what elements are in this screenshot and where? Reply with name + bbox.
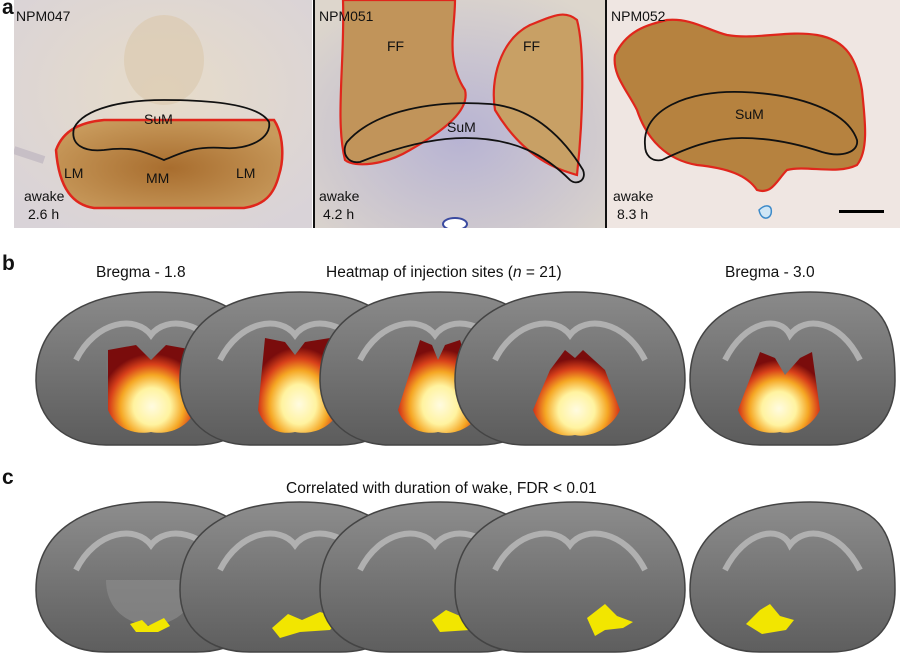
significance-blob [587,604,633,636]
histology-image-2 [315,0,605,228]
significance-blob [272,612,340,638]
time-label-line1: awake [319,188,360,204]
histology-section-3: NPM052 SuM awake 8.3 h [607,0,900,228]
significance-blob [746,604,794,634]
bregma-right-label: Bregma - 3.0 [725,264,815,281]
title-suffix: = 21) [521,264,562,281]
heatmap-blob [533,350,620,436]
bregma-left-label: Bregma - 1.8 [96,264,186,281]
histology-image-1 [14,0,312,228]
region-label-ff-left: FF [387,38,405,54]
section-id-label: NPM052 [611,8,666,24]
region-label-ff-right: FF [523,38,541,54]
histology-section-2: NPM051 FF FF SuM awake 4.2 h [315,0,605,228]
time-label-line1: awake [613,188,654,204]
heatmap-blob [738,352,820,433]
panel-b-title: Heatmap of injection sites (n = 21) [326,264,562,282]
brain-slice-c5 [689,501,896,653]
time-label-line2: 8.3 h [617,206,649,222]
region-label-lm-right: LM [236,165,256,181]
significance-blob [130,618,170,632]
heatmap-blob [258,338,340,433]
title-prefix: Heatmap of injection sites ( [326,264,513,281]
region-label-sum: SuM [447,119,476,135]
panel-c-title: Correlated with duration of wake, FDR < … [286,480,597,497]
brain-slice-b5 [689,291,896,446]
heatmap-brain-row [35,291,896,446]
histology-section-1: NPM047 SuM LM MM LM awake 2.6 h [14,0,312,228]
heatmap-blob [108,345,196,433]
time-label-line2: 4.2 h [323,206,355,222]
brain-slice-c4 [454,501,686,653]
panel-a-divider-2 [605,0,607,228]
brain-slice-b4 [454,291,686,446]
region-label-mm: MM [146,170,170,186]
panel-b-letter: b [2,252,15,275]
section-id-label: NPM051 [319,8,374,24]
panel-a-divider-1 [313,0,315,228]
histology-image-3 [607,0,900,228]
region-label-lm-left: LM [64,165,84,181]
correlation-brain-row [35,501,896,653]
time-label-line1: awake [24,188,65,204]
section-id-label: NPM047 [16,8,71,24]
title-n: n [512,264,522,281]
panel-a-letter: a [2,0,14,19]
region-label-sum: SuM [735,106,764,122]
panel-c-letter: c [2,466,14,489]
region-label-sum: SuM [144,111,173,127]
time-label-line2: 2.6 h [28,206,60,222]
